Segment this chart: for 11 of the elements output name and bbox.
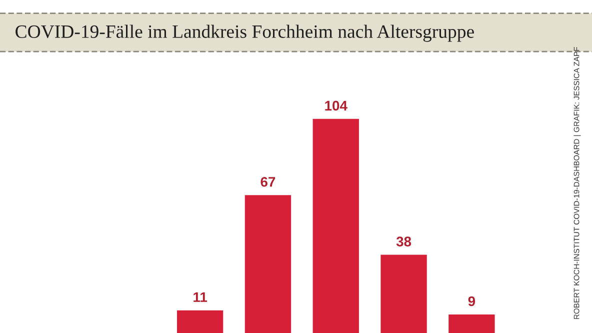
data-label: 11 [194, 292, 208, 302]
data-label: 9 [468, 296, 476, 306]
bar [312, 118, 359, 333]
data-label: 67 [260, 176, 276, 187]
chart-title: COVID-19-Fälle im Landkreis Forchheim nach Altersgruppe [16, 24, 474, 42]
bar [380, 254, 427, 333]
bar [244, 195, 292, 333]
bar [448, 314, 495, 333]
bar [176, 310, 224, 333]
data-label: 38 [396, 236, 412, 246]
data-label: 104 [325, 100, 348, 111]
